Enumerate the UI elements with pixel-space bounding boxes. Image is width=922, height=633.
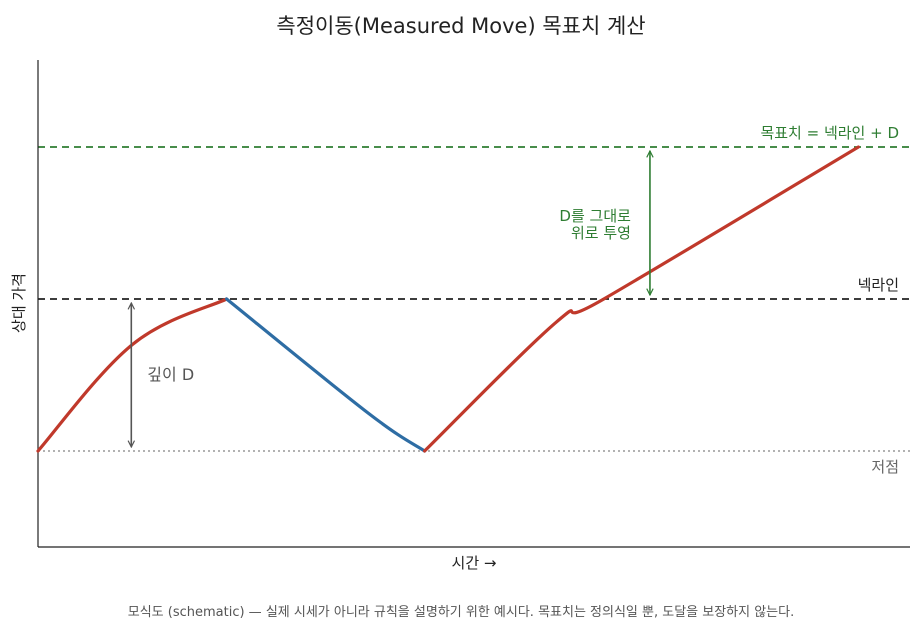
series-line-rise2	[423, 145, 861, 453]
level-label-low: 저점	[871, 458, 899, 476]
x-axis-label: 시간 →	[452, 554, 497, 572]
y-axis-label: 상대 가격	[10, 273, 28, 333]
annotation-label-projection-2: 위로 투영	[571, 224, 631, 242]
series-line-decline	[225, 297, 427, 453]
series-line-rise1	[36, 297, 229, 453]
chart-title: 측정이동(Measured Move) 목표치 계산	[276, 14, 646, 38]
level-label-target: 목표치 = 넥라인 + D	[760, 124, 899, 142]
level-label-neckline: 넥라인	[858, 276, 899, 294]
annotation-label-projection-1: D를 그대로	[559, 207, 631, 225]
chart-caption: 모식도 (schematic) — 실제 시세가 아니라 규칙을 설명하기 위한…	[127, 605, 795, 620]
axes	[37, 60, 910, 548]
annotation-label-depth: 깊이 D	[147, 365, 194, 384]
